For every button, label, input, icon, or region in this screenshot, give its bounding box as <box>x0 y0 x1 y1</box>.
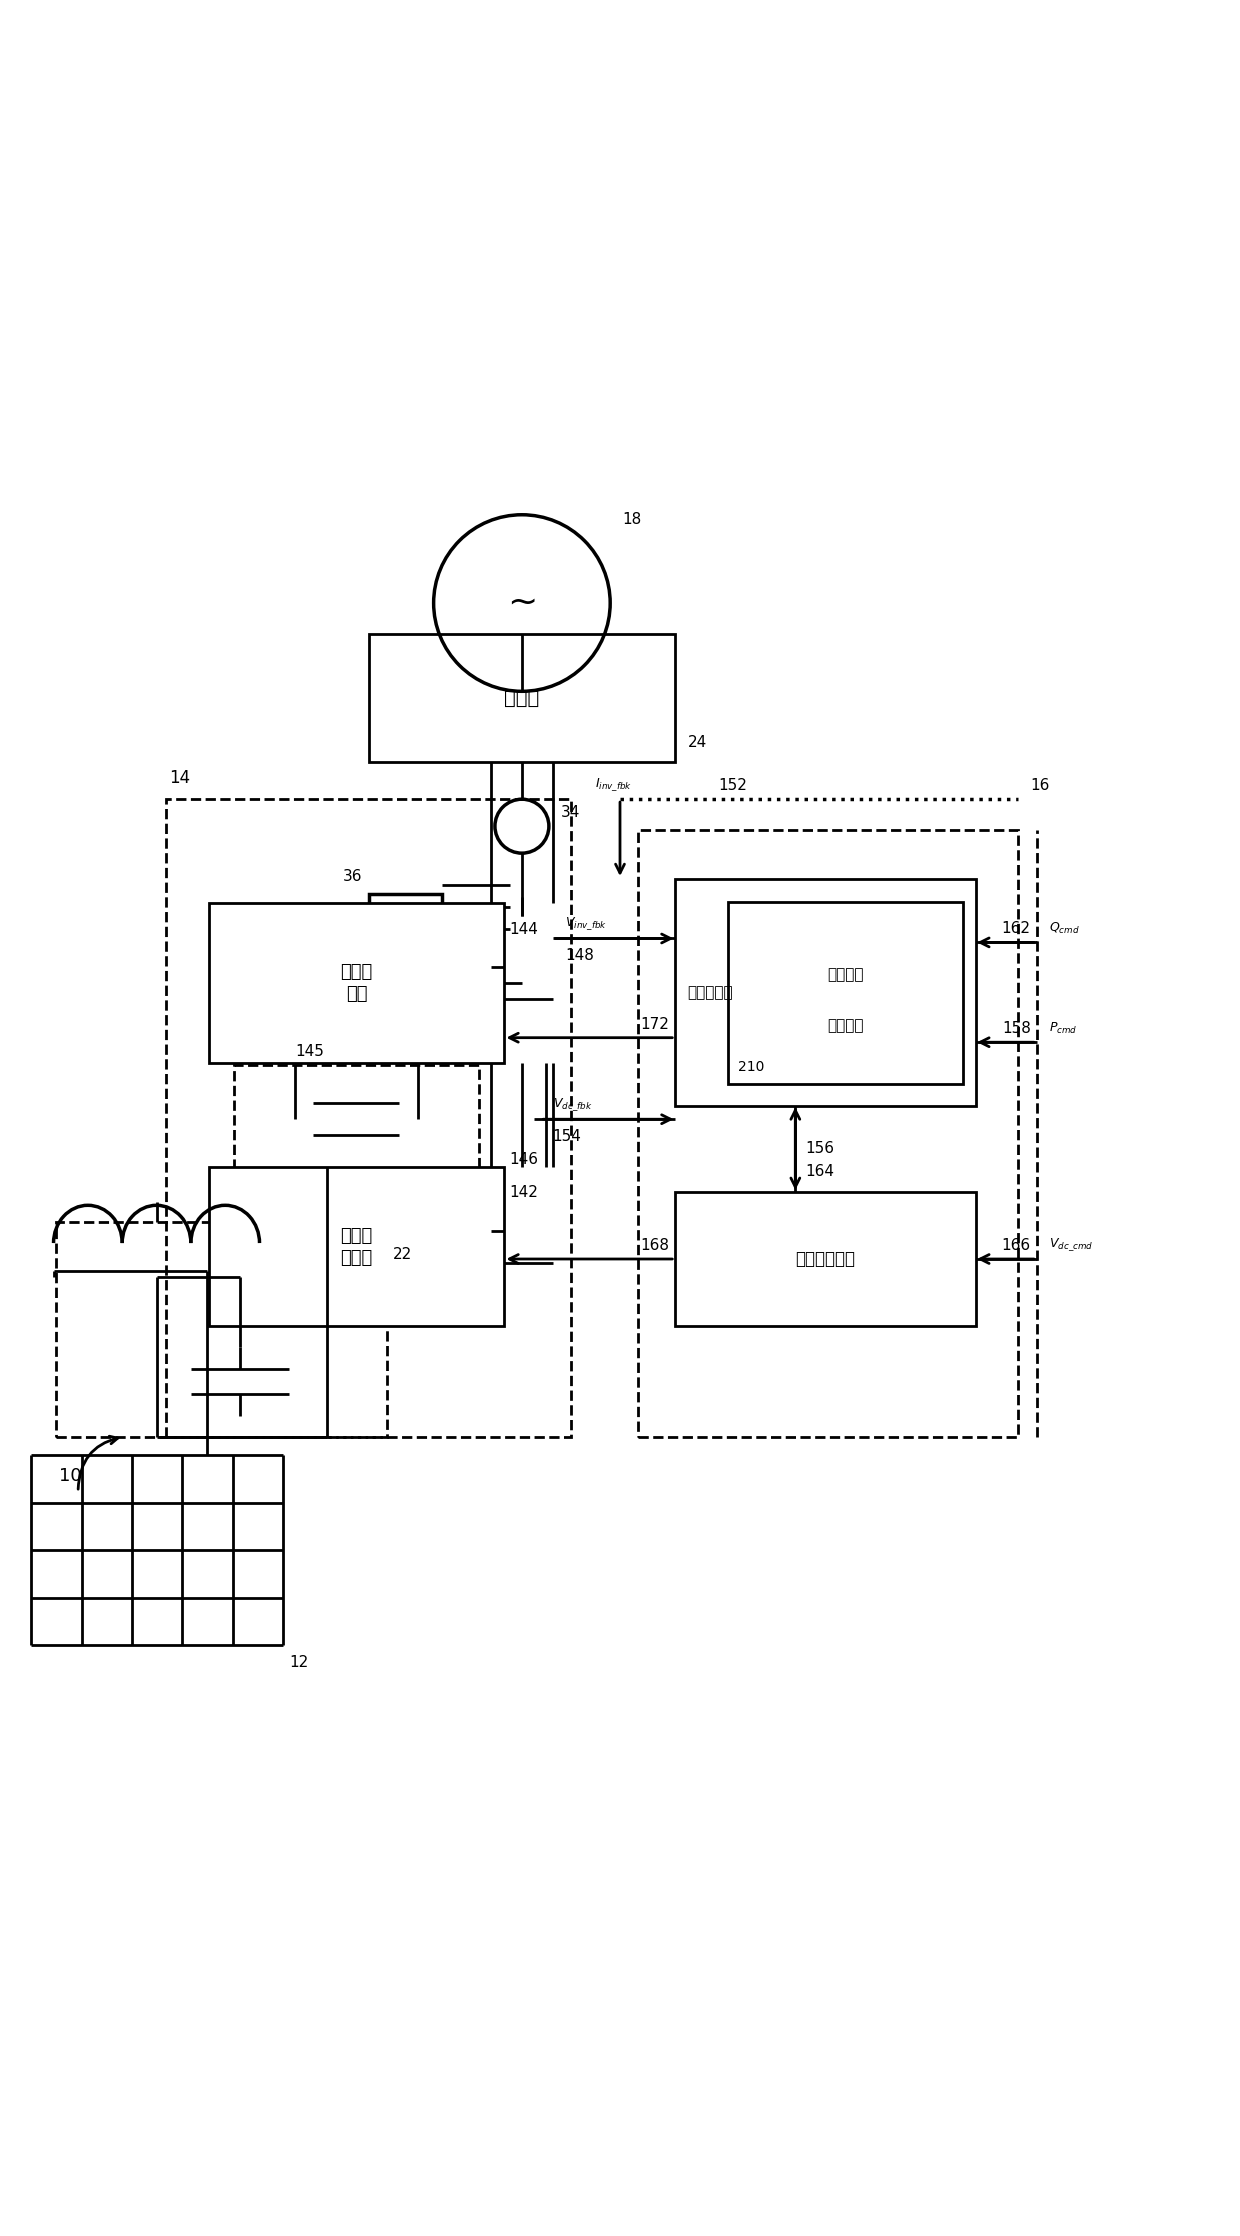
Text: P$_{cmd}$: P$_{cmd}$ <box>1049 1022 1078 1035</box>
Bar <box>210 903 503 1062</box>
Bar <box>639 830 1018 1438</box>
Text: 18: 18 <box>622 512 642 528</box>
Text: 162: 162 <box>1002 921 1030 937</box>
Bar <box>56 1223 387 1438</box>
Bar <box>368 633 675 762</box>
Text: 36: 36 <box>343 870 362 883</box>
Text: Q$_{cmd}$: Q$_{cmd}$ <box>1049 921 1080 937</box>
Text: 148: 148 <box>565 948 594 964</box>
Text: 154: 154 <box>553 1129 582 1145</box>
Text: 24: 24 <box>687 736 707 749</box>
Text: V$_{inv\_fbk}$: V$_{inv\_fbk}$ <box>565 915 608 932</box>
Text: ~: ~ <box>507 586 537 619</box>
Text: 164: 164 <box>805 1165 835 1178</box>
Text: 168: 168 <box>640 1239 670 1252</box>
Text: 166: 166 <box>1002 1239 1030 1252</box>
Text: 14: 14 <box>169 769 190 787</box>
Text: 34: 34 <box>562 805 580 821</box>
Bar <box>368 894 443 921</box>
Text: 10: 10 <box>60 1467 82 1485</box>
Text: 158: 158 <box>1002 1022 1030 1035</box>
Bar <box>234 1064 479 1174</box>
Bar <box>675 879 976 1107</box>
Text: I$_{inv\_fbk}$: I$_{inv\_fbk}$ <box>595 776 632 794</box>
Text: 网侧变
流器: 网侧变 流器 <box>340 964 372 1004</box>
Bar <box>728 901 963 1084</box>
Text: 210: 210 <box>738 1060 764 1073</box>
Text: 16: 16 <box>1030 778 1050 794</box>
Bar <box>675 1192 976 1326</box>
Text: 144: 144 <box>510 921 538 937</box>
Text: V$_{dc\_cmd}$: V$_{dc\_cmd}$ <box>1049 1237 1094 1252</box>
Text: 22: 22 <box>393 1248 413 1261</box>
Text: 142: 142 <box>510 1185 538 1201</box>
Text: 检测模块: 检测模块 <box>827 1017 864 1033</box>
Text: 开路故障: 开路故障 <box>827 968 864 982</box>
Text: 172: 172 <box>640 1017 670 1031</box>
Text: 网侧控制器: 网侧控制器 <box>687 984 733 999</box>
Text: 156: 156 <box>805 1140 835 1156</box>
Bar <box>210 1167 503 1326</box>
Text: 152: 152 <box>718 778 746 794</box>
Text: 145: 145 <box>295 1044 324 1060</box>
Text: V$_{dc\_fbk}$: V$_{dc\_fbk}$ <box>553 1096 591 1114</box>
Text: 146: 146 <box>510 1152 538 1167</box>
Text: 光伏侧
变流器: 光伏侧 变流器 <box>340 1228 372 1268</box>
Bar <box>166 798 570 1438</box>
Text: 变压器: 变压器 <box>505 689 539 707</box>
Text: 光伏侧控制器: 光伏侧控制器 <box>795 1250 856 1268</box>
Text: 12: 12 <box>289 1655 309 1670</box>
